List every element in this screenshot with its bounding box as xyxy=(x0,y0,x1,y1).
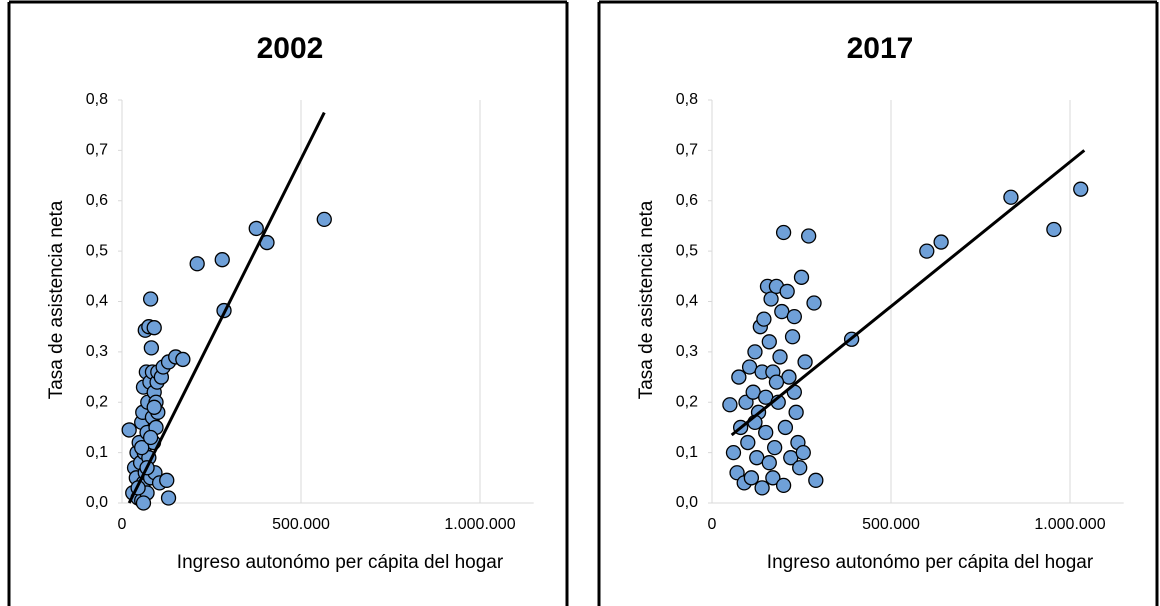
point xyxy=(775,224,792,241)
y-tick-label: 0,6 xyxy=(676,192,698,209)
point xyxy=(121,422,137,438)
point xyxy=(146,320,162,336)
x-tick-label: 500.000 xyxy=(272,516,330,533)
x-axis-label: Ingreso autonómo per cápita del hogar xyxy=(177,552,504,573)
x-tick-label: 0 xyxy=(708,516,717,533)
point xyxy=(142,291,159,307)
point xyxy=(919,243,935,259)
x-tick-label: 1.000.000 xyxy=(1034,516,1105,533)
point xyxy=(793,269,810,285)
chart-title: 2002 xyxy=(257,32,324,65)
point xyxy=(160,490,177,506)
point xyxy=(784,329,801,345)
point xyxy=(743,470,760,486)
point xyxy=(792,460,808,476)
point xyxy=(754,480,770,496)
point xyxy=(808,472,824,488)
y-tick-label: 0,3 xyxy=(676,343,698,360)
point xyxy=(756,311,772,327)
point xyxy=(797,354,813,370)
point xyxy=(740,434,756,451)
point xyxy=(214,252,230,268)
x-axis-label: Ingreso autonómo per cápita del hogar xyxy=(767,552,1094,573)
y-tick-label: 0,5 xyxy=(86,242,108,259)
point xyxy=(772,349,788,365)
y-tick-label: 0,2 xyxy=(676,393,698,410)
point xyxy=(779,283,795,300)
point xyxy=(316,211,332,228)
point xyxy=(795,444,811,461)
y-axis-label: Tasa de asistencia neta xyxy=(46,200,67,399)
point xyxy=(747,344,763,360)
point xyxy=(933,234,949,250)
point xyxy=(142,429,159,446)
y-tick-label: 0,7 xyxy=(86,142,108,159)
point xyxy=(767,439,783,456)
y-tick-label: 0,3 xyxy=(86,343,108,360)
point xyxy=(806,295,822,311)
point xyxy=(134,439,150,456)
point xyxy=(775,477,792,494)
x-tick-label: 1.000.000 xyxy=(444,516,515,533)
y-tick-label: 0,4 xyxy=(676,293,698,310)
point xyxy=(786,308,802,325)
y-axis-label: Tasa de asistencia neta xyxy=(636,200,657,399)
panel-border xyxy=(7,0,1159,606)
point xyxy=(175,351,191,368)
point xyxy=(1003,189,1019,205)
point xyxy=(761,455,777,471)
y-tick-label: 0,4 xyxy=(86,293,108,310)
y-tick-label: 0,1 xyxy=(676,444,698,461)
y-tick-label: 0,0 xyxy=(86,494,108,511)
point xyxy=(763,291,779,307)
point xyxy=(777,419,794,436)
point xyxy=(189,256,205,272)
y-tick-label: 0,8 xyxy=(676,91,698,108)
y-tick-label: 0,2 xyxy=(86,393,108,410)
y-tick-label: 0,0 xyxy=(676,494,698,511)
point xyxy=(143,340,160,356)
chart-title: 2017 xyxy=(847,32,914,65)
point xyxy=(768,374,785,390)
point xyxy=(731,369,747,385)
y-tick-label: 0,6 xyxy=(86,192,108,209)
x-tick-label: 0 xyxy=(118,516,127,533)
point xyxy=(146,399,162,415)
point xyxy=(765,470,781,486)
point xyxy=(1073,181,1089,197)
point xyxy=(761,334,777,350)
point xyxy=(788,404,804,420)
point xyxy=(135,495,152,511)
point xyxy=(722,397,738,413)
x-tick-label: 500.000 xyxy=(862,516,920,533)
trend-line xyxy=(730,149,1086,437)
point xyxy=(758,424,774,441)
point xyxy=(725,444,742,461)
y-tick-label: 0,7 xyxy=(676,142,698,159)
y-tick-label: 0,5 xyxy=(676,242,698,259)
y-tick-label: 0,8 xyxy=(86,91,108,108)
point xyxy=(159,472,175,488)
trend-line xyxy=(127,111,326,504)
point xyxy=(801,228,817,244)
point xyxy=(248,220,264,237)
point xyxy=(1046,221,1062,238)
y-tick-label: 0,1 xyxy=(86,444,108,461)
